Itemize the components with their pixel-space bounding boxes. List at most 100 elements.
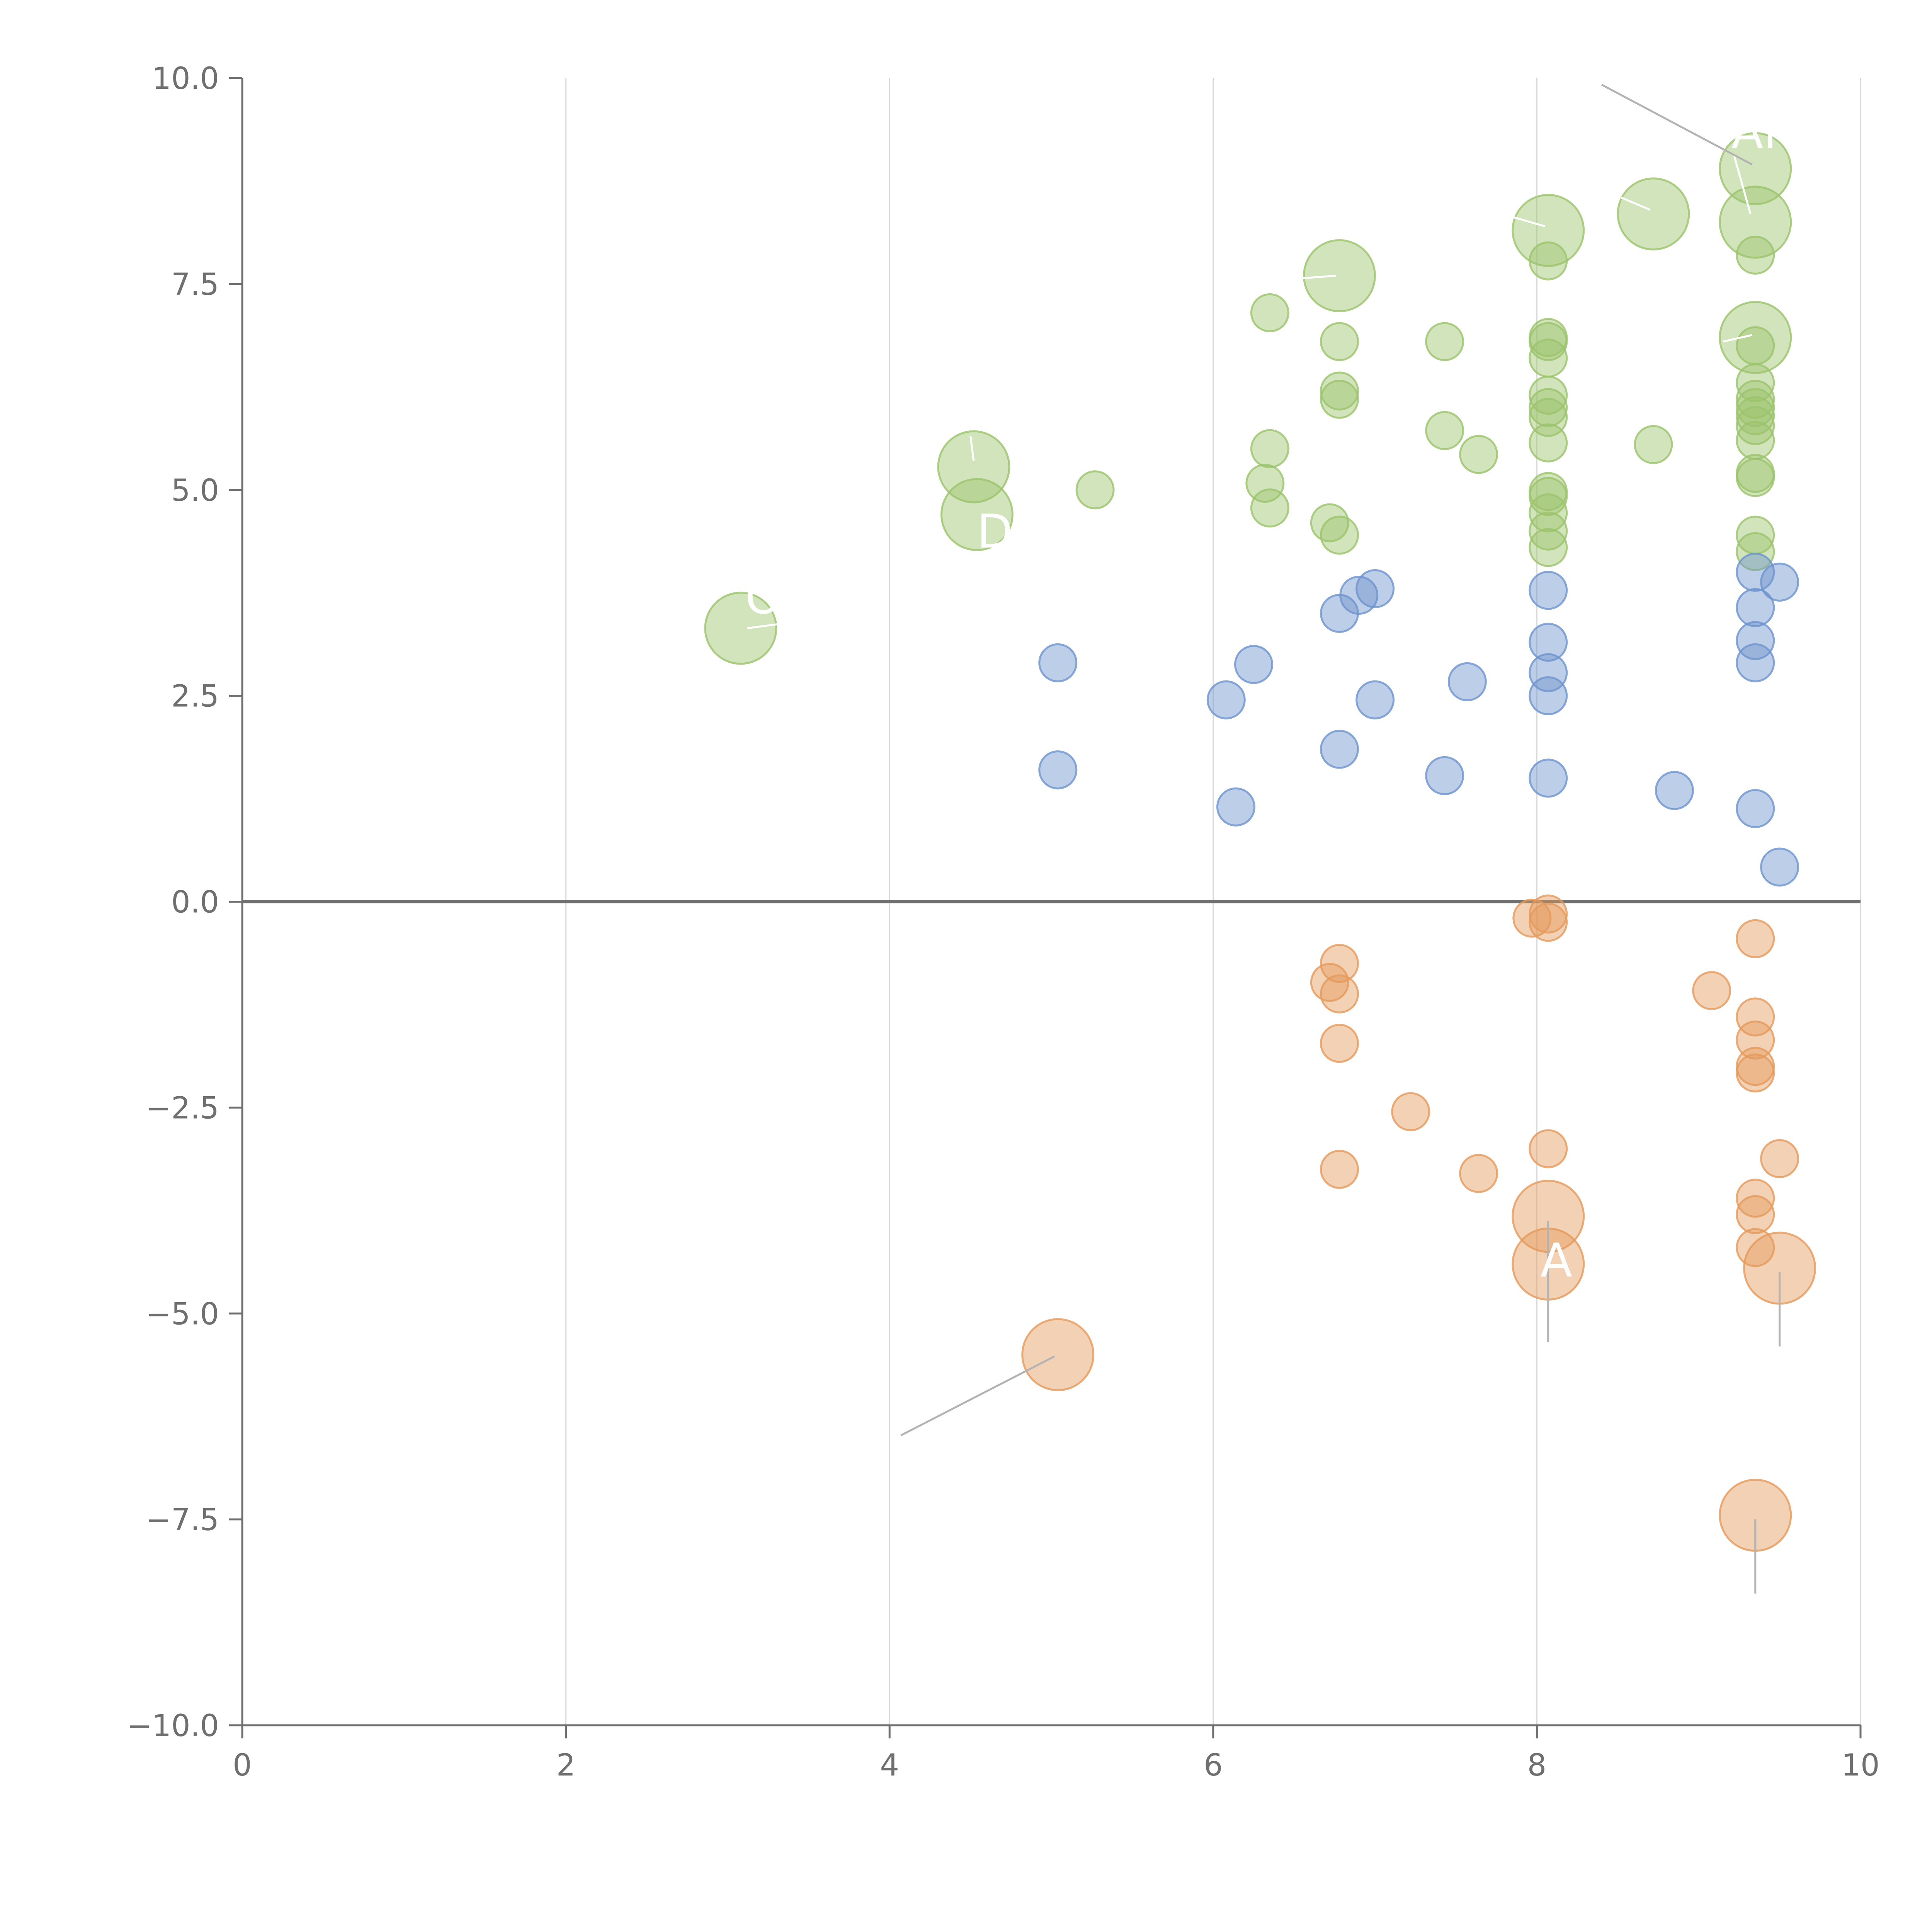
green-point bbox=[1459, 435, 1498, 474]
blue-point bbox=[1216, 787, 1255, 827]
green-point bbox=[1529, 376, 1568, 415]
y-tick-label: −10.0 bbox=[127, 1709, 219, 1743]
x-tick-label: 2 bbox=[556, 1748, 576, 1783]
green-point bbox=[1075, 470, 1115, 510]
orange-point bbox=[1736, 1053, 1775, 1093]
y-tick-label: −2.5 bbox=[146, 1091, 219, 1126]
blue-point bbox=[1529, 653, 1568, 692]
green-point bbox=[1245, 464, 1285, 503]
green-point bbox=[1719, 132, 1792, 205]
y-tick-label: 5.0 bbox=[171, 473, 219, 508]
blue-point bbox=[1760, 847, 1799, 887]
orange-point bbox=[1529, 894, 1568, 934]
orange-point bbox=[1736, 1195, 1775, 1234]
green-point bbox=[1719, 301, 1792, 374]
green-point bbox=[1320, 515, 1359, 555]
blue-point bbox=[1736, 588, 1775, 628]
blue-point bbox=[1038, 750, 1078, 789]
point-labels: AR D O A bbox=[745, 105, 1795, 1287]
green-point bbox=[704, 592, 777, 665]
x-tick-label: 6 bbox=[1204, 1748, 1223, 1783]
blue-point bbox=[1425, 756, 1464, 795]
green-point bbox=[1736, 235, 1775, 275]
y-tick-label: 0.0 bbox=[171, 885, 219, 920]
green-point bbox=[1736, 406, 1775, 445]
leader-lines bbox=[747, 83, 1781, 1594]
blue-point bbox=[1736, 553, 1775, 592]
green-point bbox=[1736, 532, 1775, 571]
green-point bbox=[1529, 477, 1568, 516]
green-point bbox=[1736, 458, 1775, 497]
green-point bbox=[937, 430, 1010, 503]
data-points bbox=[704, 132, 1816, 1552]
leader-line bbox=[1507, 214, 1546, 228]
green-point bbox=[1617, 177, 1690, 251]
orange-point bbox=[1736, 1228, 1775, 1267]
y-tick-label: 7.5 bbox=[171, 267, 219, 302]
axes bbox=[241, 78, 1861, 1726]
orange-point bbox=[1320, 1024, 1359, 1063]
x-axis-ticks: 0 2 4 6 8 10 bbox=[233, 1725, 1880, 1783]
y-tick-label: −7.5 bbox=[146, 1503, 219, 1537]
green-point bbox=[1634, 425, 1673, 464]
green-point bbox=[1320, 371, 1359, 411]
green-point bbox=[1250, 293, 1289, 332]
green-point bbox=[1529, 241, 1568, 281]
green-point bbox=[1529, 338, 1568, 378]
leader-line bbox=[900, 1355, 1055, 1436]
green-point bbox=[1425, 322, 1464, 361]
green-point bbox=[1719, 185, 1792, 259]
leader-line bbox=[747, 622, 785, 629]
leader-line bbox=[1302, 275, 1337, 279]
green-point bbox=[1529, 528, 1568, 567]
blue-point bbox=[1655, 771, 1694, 810]
orange-point bbox=[1736, 1179, 1775, 1218]
leader-line bbox=[969, 436, 975, 461]
orange-point bbox=[1459, 1154, 1498, 1193]
y-tick-label: 10.0 bbox=[152, 61, 219, 96]
green-point bbox=[1425, 411, 1464, 450]
blue-point bbox=[1736, 789, 1775, 828]
blue-point bbox=[1355, 569, 1395, 609]
leader-line bbox=[1733, 156, 1752, 214]
point-label: A bbox=[1541, 1234, 1572, 1287]
orange-point bbox=[1736, 919, 1775, 958]
blue-point bbox=[1206, 680, 1246, 719]
blue-point bbox=[1760, 562, 1799, 602]
orange-point bbox=[1736, 997, 1775, 1037]
x-tick-label: 0 bbox=[233, 1748, 252, 1783]
x-tick-label: 4 bbox=[880, 1748, 899, 1783]
point-label: O bbox=[745, 571, 781, 624]
green-point bbox=[940, 478, 1014, 551]
y-tick-label: 2.5 bbox=[171, 679, 219, 714]
orange-point bbox=[1021, 1318, 1095, 1391]
blue-point bbox=[1529, 622, 1568, 662]
blue-point bbox=[1447, 662, 1487, 701]
blue-point bbox=[1320, 730, 1359, 769]
green-point bbox=[1250, 488, 1289, 528]
orange-point bbox=[1320, 974, 1359, 1014]
green-point bbox=[1250, 429, 1289, 468]
blue-point bbox=[1529, 759, 1568, 798]
point-label: D bbox=[977, 505, 1012, 559]
green-point bbox=[1303, 239, 1376, 313]
y-axis-ticks: 10.0 7.5 5.0 2.5 0.0 −2.5 −5.0 −7.5 −10.0 bbox=[127, 61, 242, 1743]
orange-point bbox=[1320, 944, 1359, 983]
orange-point bbox=[1391, 1092, 1430, 1131]
blue-point bbox=[1736, 643, 1775, 682]
green-point bbox=[1320, 379, 1359, 419]
green-point bbox=[1736, 421, 1775, 460]
blue-point bbox=[1038, 643, 1078, 682]
leader-line bbox=[1601, 83, 1753, 166]
blue-point bbox=[1529, 571, 1568, 610]
orange-point bbox=[1320, 1150, 1359, 1189]
green-point bbox=[1529, 388, 1568, 427]
blue-point bbox=[1234, 645, 1273, 684]
orange-point bbox=[1692, 971, 1731, 1010]
orange-point bbox=[1529, 903, 1568, 942]
green-point bbox=[1529, 322, 1568, 361]
blue-point bbox=[1736, 621, 1775, 660]
orange-point bbox=[1529, 1129, 1568, 1168]
